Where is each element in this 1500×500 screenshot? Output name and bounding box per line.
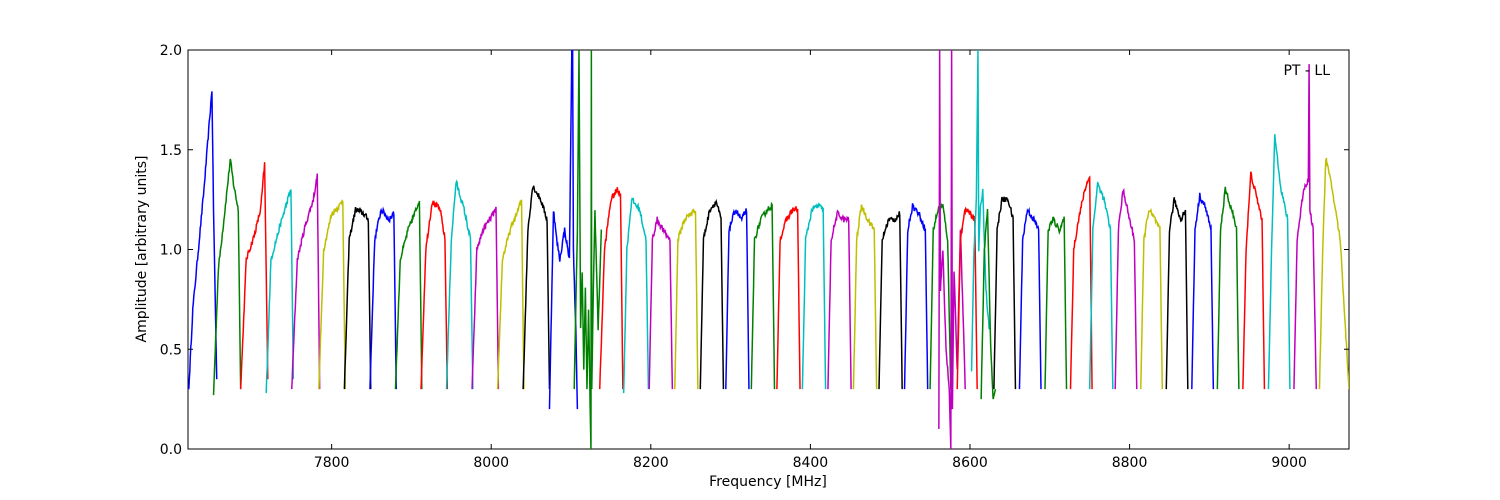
channel-line-14 — [522, 185, 551, 390]
channel-line-12 — [471, 206, 500, 390]
channel-line-40 — [1114, 187, 1138, 390]
channel-line-45 — [1242, 171, 1266, 390]
channel-line-1 — [188, 91, 218, 390]
channel-line-17 — [598, 187, 624, 390]
channel-line-35 — [993, 196, 1017, 390]
channel-line-34 — [980, 209, 997, 400]
channel-line-16 — [573, 50, 603, 449]
channel-line-6 — [318, 199, 346, 390]
channel-line-7 — [343, 206, 372, 390]
channel-line-28 — [878, 211, 903, 390]
x-tick-label: 8400 — [793, 455, 829, 471]
x-tick-label: 8800 — [1112, 455, 1148, 471]
tick-label-layer: 7800 8000 8200 8400 8600 8800 9000 0.0 0.5 1.0 1.5… — [160, 43, 1307, 471]
y-tick-label: 0.0 — [160, 442, 182, 458]
y-tick-label: 2.0 — [160, 43, 182, 59]
channel-line-5 — [290, 173, 321, 390]
channel-line-44 — [1216, 186, 1240, 390]
channel-line-29 — [903, 203, 929, 390]
channel-line-23 — [750, 201, 776, 390]
channel-line-37 — [1044, 216, 1068, 390]
channel-line-18 — [622, 197, 650, 394]
plot-frame — [187, 49, 1350, 450]
x-tick-label: 8000 — [473, 455, 509, 471]
channel-line-26 — [827, 209, 852, 390]
annotation-label: PT - LL — [1283, 63, 1330, 79]
x-tick-label: 9000 — [1271, 455, 1307, 471]
channel-line-24 — [776, 205, 801, 390]
x-tick-label: 7800 — [314, 455, 350, 471]
channel-line-48 — [1318, 157, 1349, 390]
channel-line-47 — [1293, 64, 1318, 390]
channel-line-15 — [548, 50, 579, 410]
channel-line-27 — [852, 204, 878, 390]
channel-line-25 — [801, 202, 827, 390]
channel-line-19 — [648, 216, 674, 390]
channel-line-9 — [394, 200, 423, 390]
channel-line-38 — [1069, 175, 1093, 390]
channel-line-22 — [725, 208, 750, 390]
channel-line-43 — [1191, 192, 1215, 390]
series-layer — [188, 50, 1349, 449]
channel-line-32 — [956, 206, 978, 390]
channel-line-4 — [265, 189, 295, 394]
channel-line-21 — [699, 198, 725, 390]
x-tick-label: 8200 — [633, 455, 669, 471]
y-tick-label: 1.5 — [160, 143, 182, 159]
y-tick-label: 0.5 — [160, 342, 182, 358]
channel-line-13 — [496, 199, 525, 390]
channel-line-2 — [212, 158, 242, 396]
channel-line-11 — [445, 179, 474, 390]
tick-layer — [188, 49, 1349, 450]
channel-line-42 — [1165, 197, 1189, 390]
x-tick-label: 8600 — [952, 455, 988, 471]
channel-line-33 — [970, 50, 990, 372]
channel-line-39 — [1088, 181, 1114, 390]
x-axis-label: Frequency [MHz] — [709, 474, 827, 490]
channel-line-20 — [673, 208, 699, 390]
channel-line-41 — [1139, 208, 1164, 390]
channel-line-10 — [420, 199, 449, 390]
plot-area: 7800 8000 8200 8400 8600 8800 9000 0.0 0.5 1.0 1.5… — [160, 43, 1350, 471]
channel-line-46 — [1267, 134, 1291, 390]
channel-line-8 — [369, 206, 398, 390]
y-axis-label: Amplitude [arbitrary units] — [134, 156, 150, 343]
channel-line-36 — [1018, 206, 1042, 390]
y-tick-label: 1.0 — [160, 243, 182, 259]
channel-line-3 — [239, 162, 269, 390]
